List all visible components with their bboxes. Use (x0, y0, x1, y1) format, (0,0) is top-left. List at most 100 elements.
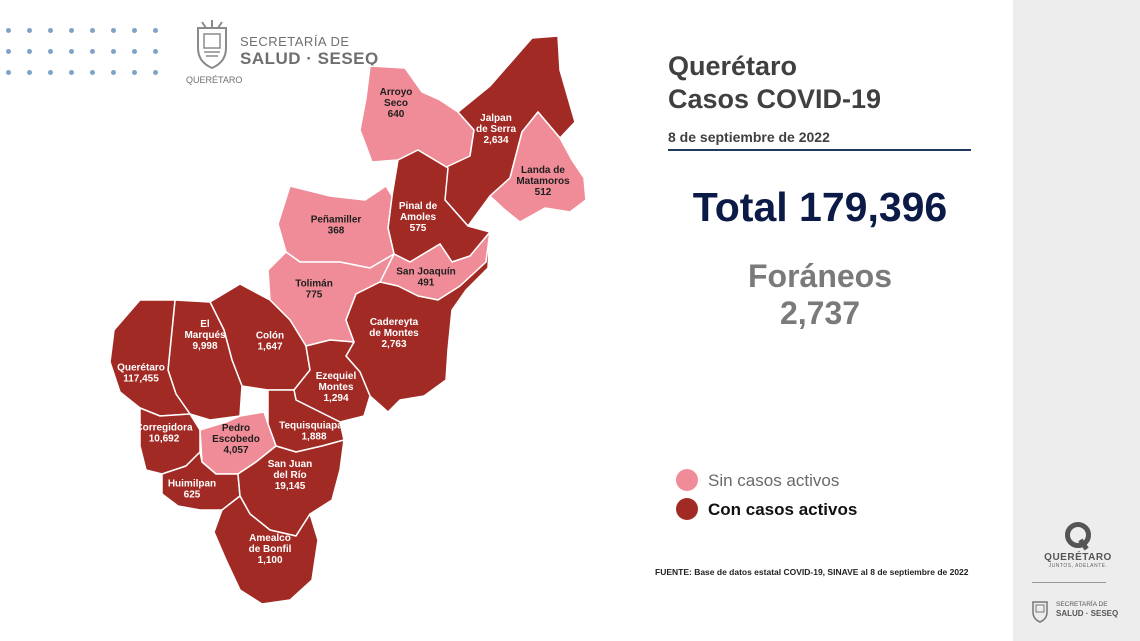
municipality-label-huimilpan: Huimilpan 625 (168, 479, 216, 501)
queretaro-logo-tagline: JUNTOS, ADELANTE. (1048, 563, 1108, 569)
municipality-name: Landa de (521, 165, 565, 176)
decorative-dot (90, 49, 95, 54)
municipality-name: del Río (273, 470, 306, 481)
foraneos-value: 2,737 (779, 295, 861, 331)
municipality-name: Seco (384, 98, 408, 109)
state-crest-small-icon (1032, 601, 1048, 623)
decorative-dot (6, 28, 11, 33)
municipality-name: Ezequiel (316, 371, 357, 382)
municipality-name: Colón (256, 331, 284, 342)
municipality-cases: 117,455 (123, 374, 159, 385)
municipality-name: Marqués (184, 330, 226, 341)
municipality-cases: 1,888 (301, 432, 326, 443)
municipality-label-arroyo-seco: Arroyo Seco 640 (380, 87, 413, 120)
municipality-label-corregidora: Corregidora 10,692 (135, 423, 193, 445)
municipality-name: Amoles (400, 212, 437, 223)
small-logo-line2: SALUD · SESEQ (1056, 609, 1119, 618)
decorative-dot (132, 70, 137, 75)
decorative-dot (27, 70, 32, 75)
municipality-cases: 10,692 (149, 434, 180, 445)
municipality-cases: 640 (388, 109, 405, 120)
municipality-label-el-marques: El Marqués 9,998 (184, 319, 226, 352)
decorative-dot (111, 70, 116, 75)
municipality-name: Amealco (249, 533, 291, 544)
municipality-label-toliman: Tolimán 775 (295, 279, 333, 301)
decorative-dot (48, 70, 53, 75)
seseq-logo-small: SECRETARÍA DE SALUD · SESEQ (1030, 596, 1118, 630)
municipality-label-pedro-escobedo: Pedro Escobedo 4,057 (212, 423, 260, 456)
municipality-name: Jalpan (480, 113, 512, 124)
decorative-dot (27, 28, 32, 33)
total-cases: Total 179,396 (692, 184, 948, 230)
municipality-label-pinal-de-amoles: Pinal de Amoles 575 (399, 201, 438, 234)
municipality-label-amealco-de-bonfil: Amealco de Bonfil 1,100 (249, 533, 292, 566)
decorative-dot (132, 28, 137, 33)
decorative-dot (111, 28, 116, 33)
municipality-cases: 2,763 (381, 339, 406, 350)
decorative-dot (6, 70, 11, 75)
municipality-cases: 4,057 (223, 445, 248, 456)
municipality-name: Corregidora (135, 423, 193, 434)
municipality-queretaro (109, 299, 191, 417)
municipality-name: de Serra (476, 124, 516, 135)
municipality-name: Pedro (222, 423, 250, 434)
decorative-dot (90, 70, 95, 75)
municipality-label-colon: Colón 1,647 (256, 331, 284, 353)
municipality-label-tequisquiapan: Tequisquiapan 1,888 (279, 421, 349, 443)
municipality-label-jalpan-de-serra: Jalpan de Serra 2,634 (476, 113, 516, 146)
municipality-name: San Juan (268, 459, 312, 470)
title-divider (668, 149, 971, 151)
municipality-name: Tequisquiapan (279, 421, 349, 432)
decorative-dot (153, 28, 158, 33)
municipality-name: Matamoros (516, 176, 570, 187)
municipality-cases: 625 (184, 490, 201, 501)
municipality-cases: 775 (306, 290, 323, 301)
municipality-name: de Montes (369, 328, 419, 339)
municipality-label-landa-de-matamoros: Landa de Matamoros 512 (516, 165, 570, 198)
legend-label-active: Con casos activos (708, 500, 858, 519)
municipality-name: Tolimán (295, 279, 333, 290)
logo-line-salud-seseq: SALUD · SESEQ (240, 49, 379, 68)
municipality-label-queretaro: Querétaro 117,455 (117, 363, 165, 385)
municipality-label-cadereyta-de-montes: Cadereyta de Montes 2,763 (369, 317, 419, 350)
municipality-amealco-de-bonfil (213, 495, 319, 605)
decorative-dot (153, 70, 158, 75)
municipality-name: Escobedo (212, 434, 260, 445)
decorative-dot (153, 49, 158, 54)
logo-line-queretaro: QUERÉTARO (186, 75, 243, 85)
municipality-cases: 575 (410, 223, 427, 234)
municipality-cases: 1,100 (257, 555, 282, 566)
legend-swatch-active (676, 498, 698, 520)
foreign-cases: Foráneos 2,737 (700, 258, 940, 332)
municipality-name: Arroyo (380, 87, 413, 98)
municipality-cases: 491 (418, 278, 435, 289)
municipality-label-san-juan-del-rio: San Juan del Río 19,145 (268, 459, 312, 492)
decorative-dot (132, 49, 137, 54)
decorative-dot (48, 49, 53, 54)
municipality-name: de Bonfil (249, 544, 292, 555)
small-logo-line1: SECRETARÍA DE (1056, 601, 1108, 608)
municipality-name: Peñamiller (311, 215, 362, 226)
queretaro-q-icon (1065, 522, 1091, 551)
state-crest-icon (197, 20, 227, 70)
decorative-dot (6, 49, 11, 54)
municipality-name: Montes (319, 382, 354, 393)
data-source-note: FUENTE: Base de datos estatal COVID-19, … (655, 567, 969, 577)
legend-label-no-active: Sin casos activos (708, 471, 840, 490)
municipality-cases: 1,294 (323, 393, 348, 404)
decorative-dot (48, 28, 53, 33)
municipality-cases: 368 (328, 226, 345, 237)
decorative-dot (69, 70, 74, 75)
municipality-label-ezequiel-montes: Ezequiel Montes 1,294 (316, 371, 357, 404)
decorative-dot (90, 28, 95, 33)
queretaro-logo: QUERÉTARO JUNTOS, ADELANTE. (1043, 522, 1113, 594)
foraneos-label: Foráneos (747, 258, 893, 294)
municipality-landa-de-matamoros (489, 111, 587, 223)
decorative-dot (27, 49, 32, 54)
municipality-label-penamiller: Peñamiller 368 (311, 215, 362, 237)
municipality-name: Pinal de (399, 201, 438, 212)
municipality-name: Huimilpan (168, 479, 216, 490)
decorative-dot (111, 49, 116, 54)
municipality-name: San Joaquín (396, 267, 455, 278)
